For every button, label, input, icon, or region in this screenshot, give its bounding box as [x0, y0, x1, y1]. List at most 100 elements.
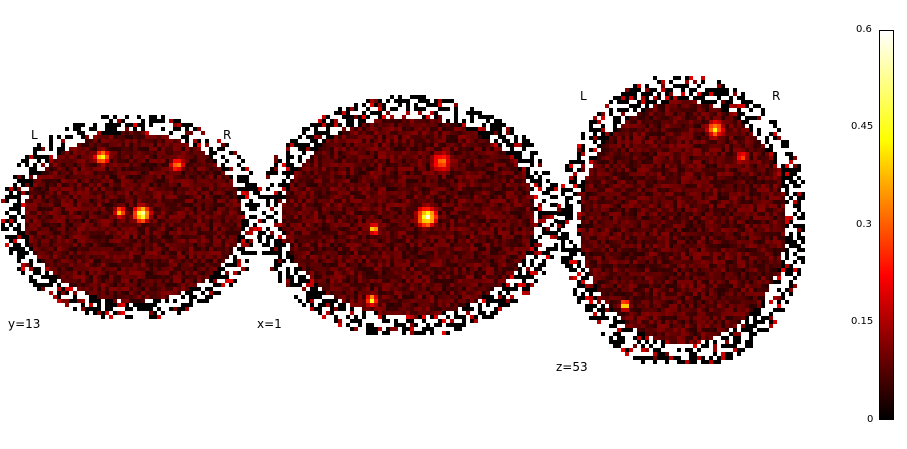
voxel — [77, 123, 81, 127]
voxel — [125, 243, 129, 247]
voxel — [37, 223, 41, 227]
voxel — [390, 195, 394, 199]
voxel — [117, 159, 121, 163]
voxel — [310, 251, 314, 255]
voxel — [165, 183, 169, 187]
voxel — [506, 199, 510, 203]
voxel — [81, 243, 85, 247]
voxel — [410, 131, 414, 135]
voxel — [169, 203, 173, 207]
voxel — [346, 183, 350, 187]
voxel — [69, 135, 73, 139]
voxel — [141, 279, 145, 283]
voxel — [290, 211, 294, 215]
voxel — [326, 243, 330, 247]
voxel — [137, 139, 141, 143]
voxel — [450, 99, 454, 103]
voxel — [73, 223, 77, 227]
voxel — [526, 215, 530, 219]
voxel — [430, 187, 434, 191]
voxel — [73, 207, 77, 211]
voxel — [109, 259, 113, 263]
voxel — [370, 223, 374, 227]
voxel — [354, 271, 358, 275]
voxel — [181, 207, 185, 211]
voxel — [446, 239, 450, 243]
voxel — [193, 139, 197, 143]
voxel — [386, 239, 390, 243]
voxel — [466, 171, 470, 175]
voxel — [406, 171, 410, 175]
voxel — [205, 171, 209, 175]
voxel — [450, 215, 454, 219]
voxel — [478, 135, 482, 139]
voxel — [97, 243, 101, 247]
voxel — [189, 163, 193, 167]
voxel — [442, 267, 446, 271]
voxel — [510, 231, 514, 235]
voxel — [286, 215, 290, 219]
voxel — [418, 159, 422, 163]
voxel — [394, 271, 398, 275]
voxel — [394, 143, 398, 147]
voxel — [422, 119, 426, 123]
voxel — [406, 175, 410, 179]
voxel — [378, 199, 382, 203]
voxel — [117, 119, 121, 123]
voxel — [113, 311, 117, 315]
voxel — [33, 163, 37, 167]
voxel — [410, 187, 414, 191]
voxel — [157, 179, 161, 183]
voxel — [466, 151, 470, 155]
voxel — [29, 231, 33, 235]
voxel — [378, 219, 382, 223]
voxel — [213, 223, 217, 227]
voxel — [474, 247, 478, 251]
voxel — [57, 211, 61, 215]
voxel — [262, 243, 266, 247]
voxel — [334, 283, 338, 287]
voxel — [458, 195, 462, 199]
voxel — [454, 115, 458, 119]
voxel — [302, 231, 306, 235]
voxel — [57, 295, 61, 299]
voxel — [466, 143, 470, 147]
voxel — [306, 251, 310, 255]
voxel — [29, 227, 33, 231]
voxel — [193, 251, 197, 255]
voxel — [145, 199, 149, 203]
voxel — [322, 123, 326, 127]
voxel — [85, 171, 89, 175]
voxel — [450, 147, 454, 151]
voxel — [9, 187, 13, 191]
voxel — [494, 203, 498, 207]
voxel — [370, 287, 374, 291]
voxel — [514, 219, 518, 223]
voxel — [398, 203, 402, 207]
voxel — [241, 235, 245, 239]
voxel — [125, 131, 129, 135]
voxel — [506, 239, 510, 243]
voxel — [354, 139, 358, 143]
voxel — [217, 255, 221, 259]
voxel — [29, 167, 33, 171]
voxel — [233, 207, 237, 211]
voxel — [61, 231, 65, 235]
voxel — [258, 235, 262, 239]
voxel — [542, 199, 546, 203]
voxel — [478, 163, 482, 167]
voxel — [338, 171, 342, 175]
voxel — [237, 223, 241, 227]
voxel — [430, 127, 434, 131]
voxel — [274, 199, 278, 203]
voxel — [358, 247, 362, 251]
voxel — [494, 191, 498, 195]
voxel — [410, 119, 414, 123]
voxel — [446, 247, 450, 251]
voxel — [450, 223, 454, 227]
voxel — [498, 279, 502, 283]
voxel — [482, 139, 486, 143]
voxel — [189, 147, 193, 151]
voxel — [209, 243, 213, 247]
voxel — [225, 159, 229, 163]
